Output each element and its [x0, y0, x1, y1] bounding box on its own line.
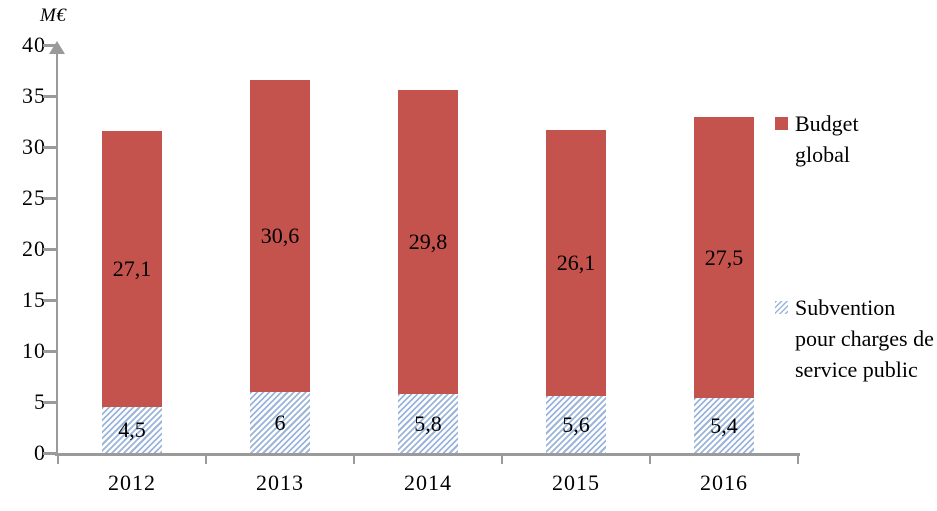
x-axis-tick	[797, 453, 799, 464]
y-axis-tick	[43, 350, 57, 353]
bar-value-label-budget: 27,5	[704, 244, 744, 270]
y-tick-label: 35	[22, 83, 46, 108]
y-axis-tick	[43, 401, 57, 404]
bar-segment-budget	[694, 117, 754, 398]
x-axis-tick	[501, 453, 503, 464]
y-tick-label: 40	[22, 32, 46, 57]
y-tick-label: 30	[22, 134, 46, 159]
bar-value-label-subvention: 5,4	[710, 412, 738, 438]
legend-budget-global: Budget global	[775, 108, 933, 170]
y-tick-label: 20	[22, 236, 46, 261]
subvention-swatch-icon	[775, 301, 788, 314]
x-category-label: 2015	[552, 470, 600, 495]
x-axis-tick	[57, 453, 59, 464]
x-axis-tick	[205, 453, 207, 464]
legend-subvention-label: Subvention pour charges de service publi…	[795, 295, 934, 382]
y-axis-tick	[43, 95, 57, 98]
y-axis-tick	[43, 197, 57, 200]
x-axis-tick	[649, 453, 651, 464]
legend-subvention: Subvention pour charges de service publi…	[775, 292, 935, 385]
bar-segment-subvention	[694, 398, 754, 453]
x-category-label: 2012	[108, 470, 156, 495]
bar-value-label-budget: 26,1	[556, 250, 596, 275]
x-axis-tick	[353, 453, 355, 464]
y-axis-arrow-icon	[49, 41, 65, 54]
x-axis-line	[55, 453, 800, 456]
bar-value-label-subvention: 5,8	[414, 410, 442, 436]
y-axis-line	[56, 52, 58, 456]
y-axis-tick	[43, 299, 57, 302]
bar-value-label-subvention: 5,6	[562, 411, 590, 437]
bar-segment-budget	[398, 90, 458, 394]
bar-value-label-subvention: 4,5	[118, 417, 146, 442]
bar-segment-subvention	[250, 392, 310, 453]
bar-value-label-budget: 27,1	[112, 256, 152, 281]
y-tick-label: 5	[34, 389, 46, 414]
budget-global-swatch-icon	[775, 117, 788, 130]
y-tick-label: 0	[34, 440, 46, 465]
bar-segment-subvention	[102, 407, 162, 453]
bar-segment-budget	[102, 131, 162, 407]
legend-budget-global-label: Budget global	[795, 111, 859, 167]
bar-segment-subvention	[398, 394, 458, 453]
bar-value-label-budget: 30,6	[260, 223, 300, 248]
bar-segment-budget	[546, 130, 606, 396]
y-axis-tick	[43, 248, 57, 251]
bar-value-label-budget: 29,8	[408, 229, 448, 254]
y-axis-tick	[43, 146, 57, 149]
y-axis-tick	[43, 452, 57, 455]
y-axis-unit-label: M€	[40, 5, 67, 26]
y-tick-label: 25	[22, 185, 46, 210]
x-category-label: 2014	[404, 470, 452, 495]
bar-segment-budget	[250, 80, 310, 392]
bar-segment-subvention	[546, 396, 606, 453]
y-tick-label: 15	[22, 287, 46, 312]
y-tick-label: 10	[22, 338, 46, 363]
bar-value-label-subvention: 6	[274, 409, 286, 435]
x-category-label: 2016	[700, 470, 748, 495]
x-category-label: 2013	[256, 470, 304, 495]
